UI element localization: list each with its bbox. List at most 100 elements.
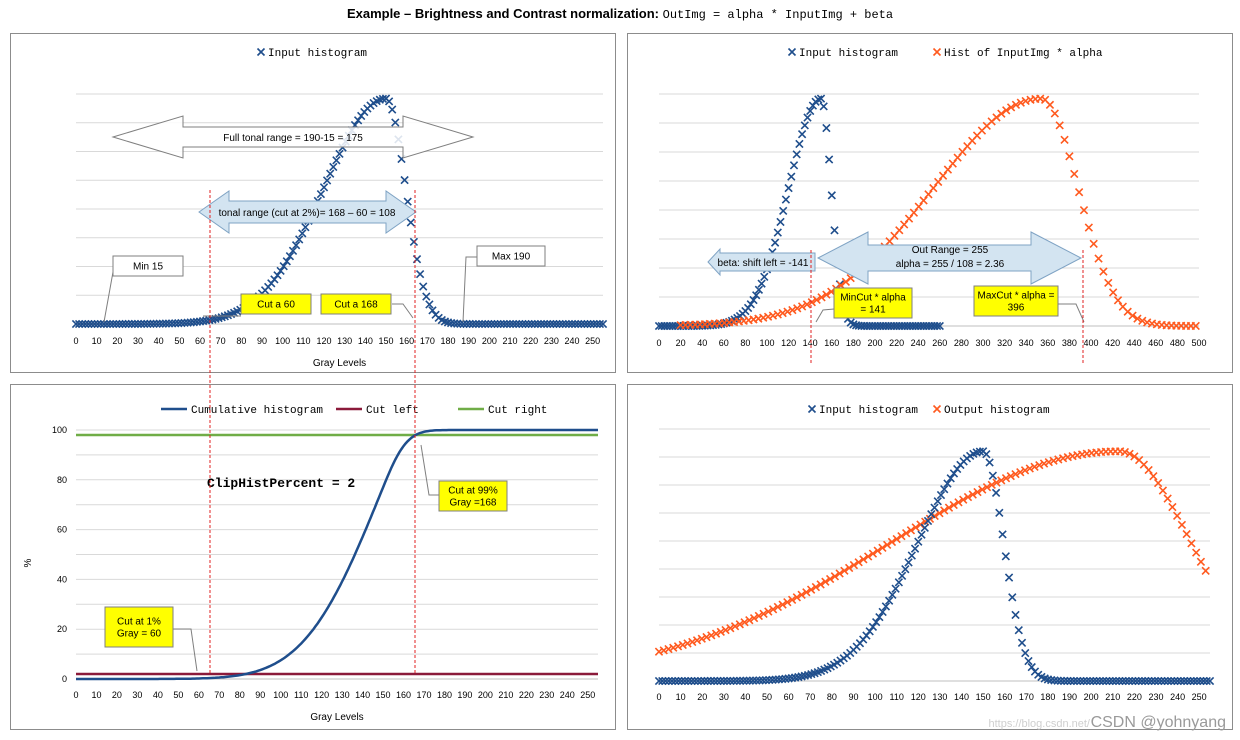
data-point — [930, 503, 939, 512]
data-point — [298, 229, 307, 238]
data-point — [787, 595, 797, 604]
x-tick-label: 200 — [482, 336, 497, 346]
data-point — [499, 319, 508, 329]
x-tick-label: 80 — [235, 690, 245, 700]
data-point — [1027, 662, 1036, 672]
data-point — [1072, 676, 1082, 686]
data-point — [883, 540, 892, 550]
data-point — [944, 503, 954, 512]
data-point — [906, 526, 916, 535]
data-point — [285, 252, 295, 261]
data-point — [1172, 511, 1182, 521]
data-point — [929, 183, 938, 193]
x-tick-label: 300 — [975, 338, 990, 348]
x-tick-label: 170 — [416, 690, 431, 700]
x-tick-label: 80 — [740, 338, 750, 348]
mincut-note-text: MinCut * alpha — [840, 293, 906, 304]
maxcut-note: MaxCut * alpha =396 — [973, 285, 1059, 317]
data-point — [291, 241, 301, 250]
data-point — [1128, 676, 1137, 686]
data-point — [840, 566, 849, 575]
data-point — [524, 319, 533, 329]
data-point — [465, 319, 474, 329]
data-point — [412, 255, 422, 264]
data-point — [1001, 552, 1010, 561]
cumulative-curve — [76, 428, 598, 681]
x-tick-label: 140 — [358, 336, 373, 346]
data-point — [555, 319, 564, 329]
data-point — [1108, 288, 1118, 297]
data-point — [688, 637, 697, 647]
data-point — [543, 319, 552, 329]
x-tick-label: 30 — [719, 692, 729, 702]
legend-output-histogram-label: Output histogram — [944, 405, 1050, 417]
x-tick-label: 460 — [1148, 338, 1163, 348]
data-point — [667, 676, 677, 686]
data-point — [1094, 254, 1103, 263]
data-point — [1192, 548, 1201, 557]
x-tick-label: 190 — [461, 336, 476, 346]
data-point — [745, 616, 754, 625]
data-point — [1063, 676, 1072, 686]
x-tick-label: 150 — [376, 690, 391, 700]
data-point — [96, 319, 105, 329]
x-tick-label: 0 — [656, 692, 661, 702]
cut168-note-text: Cut a 168 — [334, 300, 378, 311]
legend-scaled-histogram: Hist of InputImg * alpha — [932, 47, 1103, 60]
data-point — [1074, 187, 1084, 197]
data-point — [1017, 638, 1027, 648]
data-point — [1121, 676, 1130, 686]
data-point — [795, 139, 804, 149]
cut60-note-box — [240, 293, 312, 315]
x-tick-label: 40 — [740, 692, 750, 702]
data-point — [919, 196, 928, 205]
beta-label: beta: shift left = -141 — [718, 258, 809, 269]
x-tick-label: 110 — [890, 692, 904, 702]
data-point — [1166, 676, 1176, 686]
data-point — [124, 319, 133, 329]
data-point — [822, 123, 831, 133]
data-point — [1021, 648, 1030, 658]
data-point — [778, 600, 787, 609]
data-point — [1011, 100, 1021, 109]
data-point — [1133, 314, 1142, 323]
data-point — [146, 319, 155, 329]
data-point — [335, 149, 344, 159]
data-point — [1098, 676, 1108, 686]
data-point — [803, 113, 812, 122]
data-point — [696, 676, 706, 686]
data-point — [911, 523, 920, 532]
data-point — [549, 319, 558, 329]
data-point — [917, 530, 926, 539]
data-point — [754, 611, 763, 621]
x-axis-title: Gray Levels — [313, 358, 366, 369]
data-point — [282, 257, 291, 266]
data-point — [595, 319, 605, 329]
x-tick-label: 40 — [697, 338, 707, 348]
data-point — [726, 676, 735, 686]
data-point — [1056, 676, 1066, 685]
legend-cut-left: Cut left — [336, 405, 419, 417]
data-point — [684, 676, 693, 686]
data-point — [149, 319, 158, 328]
data-point — [910, 544, 920, 553]
data-point — [1092, 676, 1101, 686]
legend-cumulative-label: Cumulative histogram — [191, 405, 323, 417]
chart-input-histogram: Input histogram 0 10 20 30 40 50 60 70 80 90 100 110… — [71, 47, 608, 369]
x-tick-label: 10 — [91, 690, 101, 700]
watermark: CSDN @yohnyang — [1090, 714, 1226, 731]
data-point — [806, 106, 815, 116]
data-point — [802, 300, 812, 309]
data-point — [1153, 676, 1163, 686]
x-tick-label: 340 — [1019, 338, 1034, 348]
x-tick-label: 170 — [420, 336, 435, 346]
data-point — [1099, 267, 1108, 276]
chart-output-histogram: Input histogram Output histogram 0 10 20 30 40… — [654, 404, 1215, 702]
data-point — [706, 676, 716, 686]
data-point — [115, 319, 124, 329]
x-tick-label: 180 — [846, 338, 861, 348]
maxcut-note-box — [973, 285, 1059, 317]
data-point — [574, 319, 583, 329]
data-point — [730, 622, 740, 631]
data-point — [90, 319, 99, 329]
